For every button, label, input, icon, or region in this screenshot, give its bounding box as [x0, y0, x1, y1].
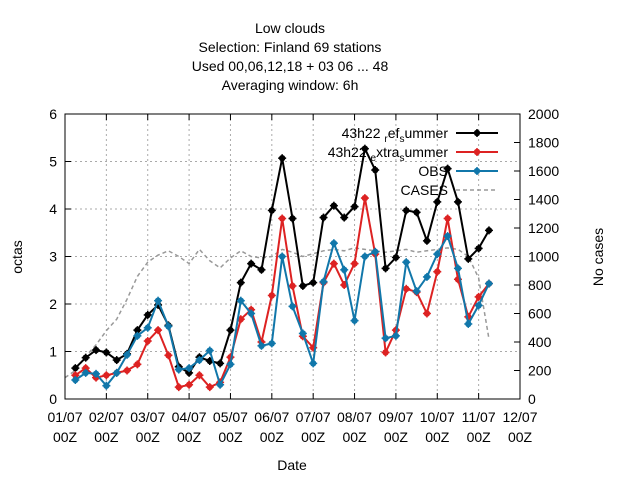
x-tick-label-hour: 00Z — [218, 429, 243, 445]
series-line — [74, 197, 490, 389]
y-tick-label: 5 — [49, 154, 57, 170]
title-line-3: Used 00,06,12,18 + 03 06 ... 48 — [192, 58, 389, 74]
title-line-2: Selection: Finland 69 stations — [199, 39, 382, 55]
x-tick-label-hour: 00Z — [425, 429, 450, 445]
y-tick-label: 4 — [49, 201, 57, 217]
plot-series — [64, 144, 493, 392]
x-tick-label-date: 10/07 — [420, 409, 455, 425]
y2-tick-label: 1800 — [528, 135, 559, 151]
y-tick-label: 2 — [49, 296, 57, 312]
y2-tick-label: 400 — [528, 334, 552, 350]
x-tick-label-hour: 00Z — [177, 429, 202, 445]
x-tick-label-date: 03/07 — [130, 409, 165, 425]
series-43h22-extra-summer — [71, 194, 493, 392]
legend-label: 43h22 extrasummer — [328, 144, 449, 164]
x-tick-label-hour: 00Z — [384, 429, 409, 445]
x-tick-label-date: 11/07 — [462, 409, 496, 425]
y2-tick-label: 800 — [528, 277, 552, 293]
y2-tick-label: 1200 — [528, 220, 559, 236]
x-tick-label-date: 02/07 — [89, 409, 124, 425]
x-tick-label-hour: 00Z — [467, 429, 492, 445]
x-tick-label-date: 04/07 — [172, 409, 207, 425]
series-obs — [71, 232, 493, 390]
x-tick-label-hour: 00Z — [136, 429, 161, 445]
x-tick-label-hour: 00Z — [301, 429, 326, 445]
axes: 0 1 2 3 4 5 6 0 200 400 600 800 1000 1200 1400 1600 1800… — [47, 106, 559, 445]
x-tick-label-hour: 00Z — [94, 429, 119, 445]
x-axis-label: Date — [277, 457, 307, 473]
y-axis-label: octas — [9, 240, 25, 273]
grid-lines — [65, 114, 520, 399]
y-tick-label: 0 — [49, 391, 57, 407]
y2-axis-label: No cases — [590, 228, 606, 286]
y-tick-label: 3 — [49, 249, 57, 265]
x-tick-label-date: 06/07 — [254, 409, 289, 425]
y-tick-label: 1 — [49, 344, 57, 360]
x-tick-label-hour: 00Z — [53, 429, 78, 445]
x-tick-label-date: 05/07 — [213, 409, 248, 425]
x-tick-label-hour: 00Z — [260, 429, 285, 445]
x-tick-label-date: 08/07 — [337, 409, 372, 425]
title-line-4: Averaging window: 6h — [222, 77, 359, 93]
x-tick-label-date: 12/07 — [502, 409, 537, 425]
y2-tick-label: 0 — [528, 391, 536, 407]
x-tick-label-date: 07/07 — [296, 409, 331, 425]
y2-tick-label: 600 — [528, 306, 552, 322]
x-tick-label-date: 09/07 — [378, 409, 413, 425]
legend-label: CASES — [401, 182, 448, 198]
x-tick-label-hour: 00Z — [508, 429, 533, 445]
y2-tick-label: 200 — [528, 363, 552, 379]
y2-tick-label: 2000 — [528, 106, 559, 122]
chart-title: Low clouds Selection: Finland 69 station… — [192, 20, 389, 93]
y2-tick-label: 1000 — [528, 249, 559, 265]
y-tick-label: 6 — [49, 106, 57, 122]
title-line-1: Low clouds — [255, 20, 325, 36]
y2-tick-label: 1600 — [528, 163, 559, 179]
legend-label: 43h22 refsummer — [342, 125, 449, 145]
y2-tick-label: 1400 — [528, 192, 559, 208]
x-tick-label-hour: 00Z — [342, 429, 367, 445]
legend-label: OBS — [418, 163, 448, 179]
x-tick-label-date: 01/07 — [47, 409, 82, 425]
